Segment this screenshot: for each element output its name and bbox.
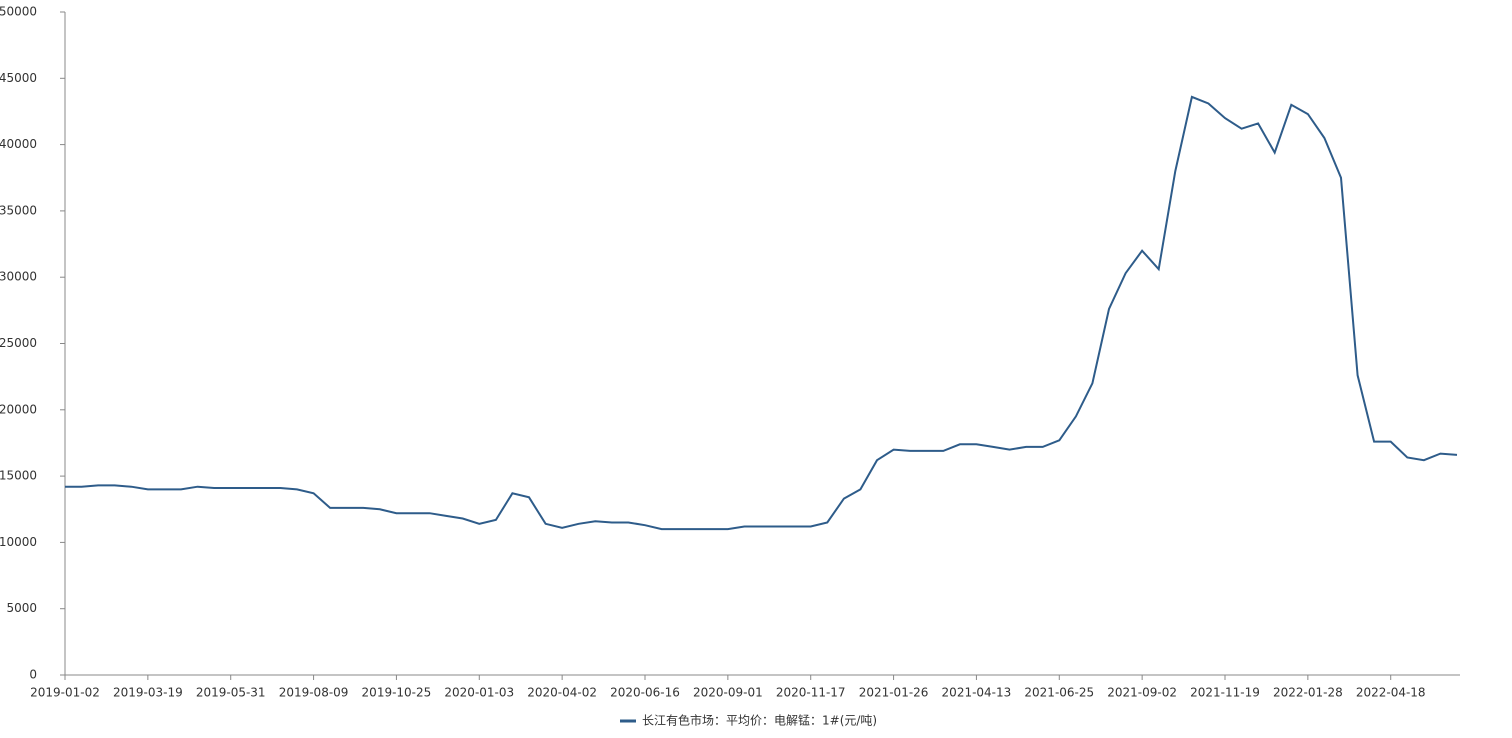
x-tick-label: 2020-06-16 xyxy=(610,686,680,700)
x-tick-label: 2021-11-19 xyxy=(1190,686,1260,700)
x-tick-label: 2021-04-13 xyxy=(942,686,1012,700)
x-tick-label: 2021-06-25 xyxy=(1024,686,1094,700)
y-tick-label: 20000 xyxy=(0,402,37,416)
x-tick-label: 2019-01-02 xyxy=(30,686,100,700)
y-tick-label: 40000 xyxy=(0,137,37,151)
x-tick-label: 2020-11-17 xyxy=(776,686,846,700)
y-tick-label: 45000 xyxy=(0,71,37,85)
x-tick-label: 2022-01-28 xyxy=(1273,686,1343,700)
y-tick-label: 25000 xyxy=(0,336,37,350)
x-tick-label: 2021-01-26 xyxy=(859,686,929,700)
y-tick-label: 35000 xyxy=(0,203,37,217)
x-tick-label: 2019-08-09 xyxy=(279,686,349,700)
y-tick-label: 15000 xyxy=(0,469,37,483)
x-tick-label: 2020-04-02 xyxy=(527,686,597,700)
x-tick-label: 2019-05-31 xyxy=(196,686,266,700)
x-tick-label: 2020-09-01 xyxy=(693,686,763,700)
x-tick-label: 2020-01-03 xyxy=(444,686,514,700)
y-tick-label: 50000 xyxy=(0,5,37,19)
y-tick-label: 0 xyxy=(29,668,37,682)
y-tick-label: 10000 xyxy=(0,535,37,549)
line-series xyxy=(65,95,1458,531)
x-tick-label: 2019-03-19 xyxy=(113,686,183,700)
x-tick-label: 2019-10-25 xyxy=(362,686,432,700)
legend-label: 长江有色市场：平均价：电解锰：1#(元/吨) xyxy=(642,713,877,728)
y-tick-label: 30000 xyxy=(0,270,37,284)
y-tick-label: 5000 xyxy=(6,601,37,615)
x-tick-label: 2021-09-02 xyxy=(1107,686,1177,700)
x-tick-label: 2022-04-18 xyxy=(1356,686,1426,700)
